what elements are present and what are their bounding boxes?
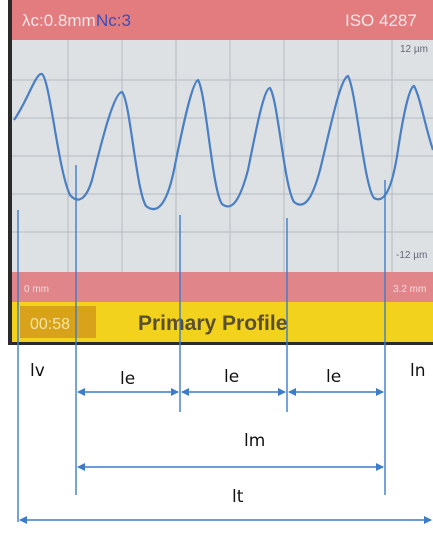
- lv-label: lv: [30, 361, 45, 381]
- bottom-bar: [12, 272, 433, 302]
- lm-label: lm: [244, 431, 265, 451]
- profile-wave: [13, 72, 433, 211]
- axis-top: 12 µm: [400, 44, 428, 55]
- axis-bottom: -12 µm: [396, 250, 427, 261]
- dimension-lines: [17, 165, 432, 524]
- lt-label: lt: [232, 487, 244, 507]
- axis-start: 0 mm: [24, 284, 49, 295]
- time: 00:58: [30, 316, 70, 333]
- ln-label: ln: [410, 361, 426, 381]
- standard: ISO 4287: [345, 11, 417, 30]
- device-screen: λc:0.8mm Nc:3 ISO 4287 12 µm -12 µm 0 mm…: [8, 0, 433, 345]
- count: Nc:3: [96, 11, 131, 30]
- time-box: [20, 306, 96, 338]
- axis-end: 3.2 mm: [393, 284, 426, 295]
- cutoff: λc:0.8mm: [22, 11, 96, 30]
- le-label: le: [326, 367, 341, 387]
- le-label: le: [120, 369, 135, 389]
- mode: Primary Profile: [138, 312, 287, 335]
- header-bar: [12, 0, 433, 40]
- le-label: le: [224, 367, 239, 387]
